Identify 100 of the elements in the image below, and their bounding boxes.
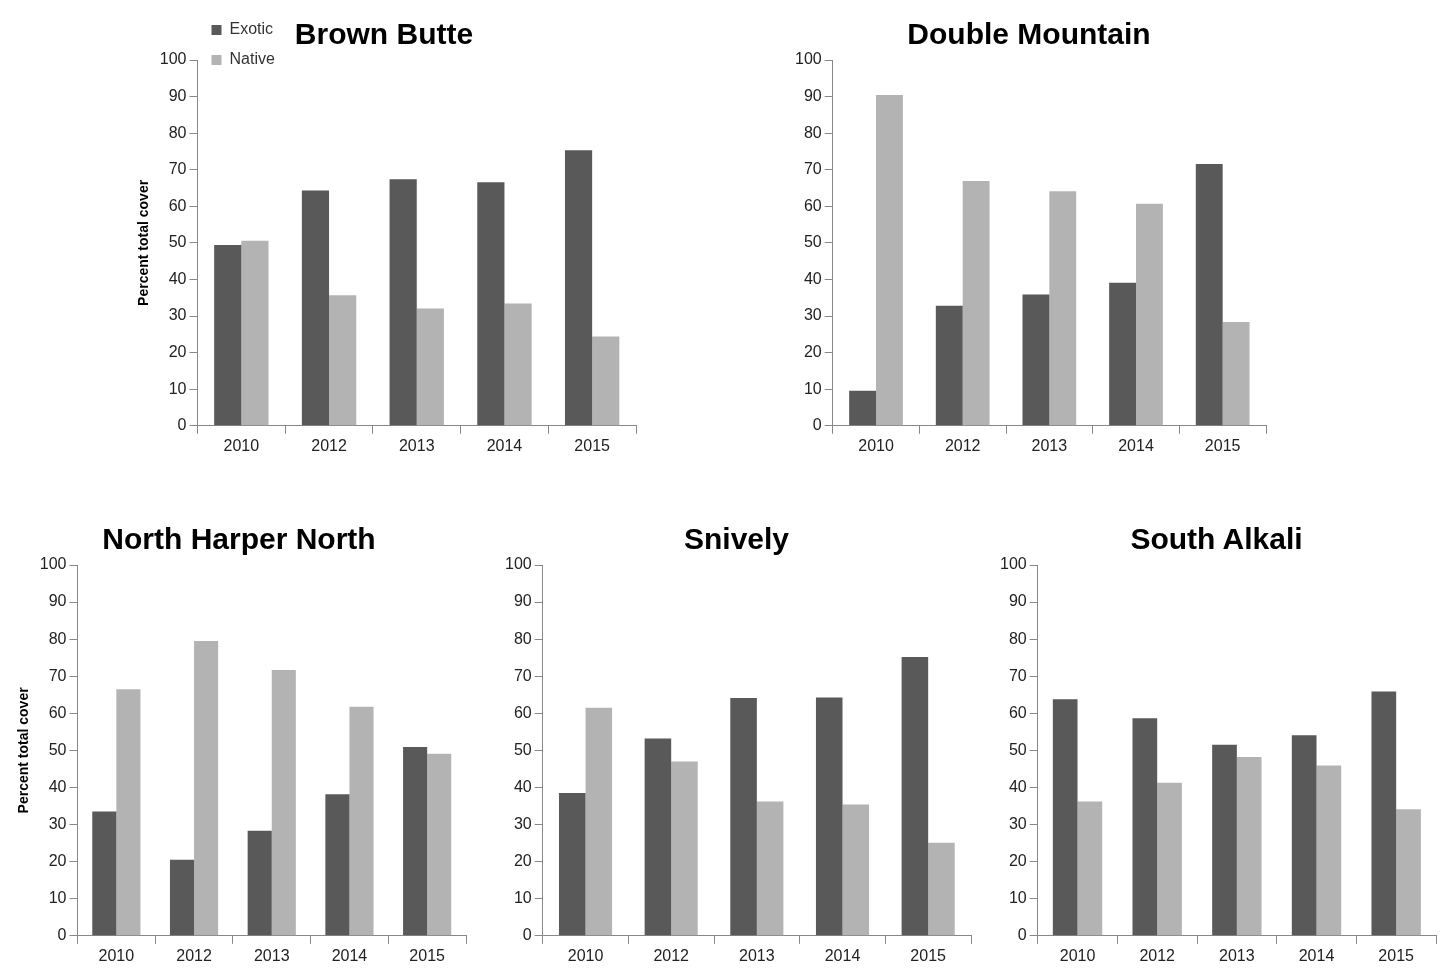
y-tick-label: 20: [803, 343, 822, 361]
bar: [1022, 294, 1050, 426]
y-tick-label: 100: [39, 555, 67, 573]
chart-title: Double Mountain: [907, 17, 1151, 51]
bar: [329, 295, 357, 426]
legend-label: Native: [229, 50, 275, 68]
y-tick-label: 80: [1008, 629, 1027, 647]
x-tick-label: 2014: [1298, 946, 1335, 964]
x-tick-label: 2012: [176, 946, 212, 964]
bar: [416, 308, 444, 426]
bar: [1049, 191, 1077, 426]
bar: [558, 793, 586, 936]
chart-title: Brown Butte: [294, 17, 474, 51]
bar: [427, 753, 452, 936]
y-tick-label: 30: [48, 814, 67, 832]
y-tick-label: 90: [513, 592, 532, 610]
y-tick-label: 80: [513, 629, 532, 647]
bar: [1136, 203, 1163, 426]
bar: [194, 641, 219, 936]
bar: [389, 179, 417, 426]
y-tick-label: 10: [803, 379, 822, 397]
bar: [1157, 782, 1182, 936]
y-axis-title: Percent total cover: [135, 179, 152, 306]
y-tick-label: 40: [168, 269, 187, 287]
bar: [1109, 282, 1137, 426]
y-tick-label: 60: [48, 703, 67, 721]
x-tick-label: 2012: [1139, 946, 1176, 964]
bar: [1132, 718, 1158, 936]
y-tick-label: 40: [513, 777, 532, 795]
x-tick-label: 2010: [858, 436, 894, 454]
y-tick-label: 0: [1017, 926, 1027, 944]
x-tick-label: 2014: [331, 946, 368, 964]
y-tick-label: 30: [168, 306, 187, 324]
y-tick-label: 30: [803, 306, 822, 324]
bar: [1236, 757, 1262, 936]
bar: [247, 830, 272, 936]
x-tick-label: 2012: [944, 436, 981, 454]
y-tick-label: 90: [48, 592, 67, 610]
bar: [1195, 163, 1223, 426]
bar: [901, 656, 929, 936]
y-tick-label: 70: [513, 666, 532, 684]
y-tick-label: 80: [48, 629, 67, 647]
bar: [730, 698, 757, 936]
bar: [1396, 809, 1421, 936]
x-tick-label: 2014: [1118, 436, 1154, 454]
x-tick-label: 2014: [824, 946, 861, 964]
bar: [116, 689, 141, 936]
bar: [1222, 321, 1250, 426]
bar: [1077, 801, 1103, 936]
y-tick-label: 100: [504, 555, 532, 573]
bar: [842, 804, 870, 936]
bar: [935, 305, 963, 426]
y-tick-label: 70: [803, 160, 822, 178]
y-tick-label: 80: [803, 123, 822, 141]
x-tick-label: 2010: [223, 436, 260, 454]
bar: [169, 859, 195, 936]
y-tick-label: 10: [513, 889, 532, 907]
bar: [271, 669, 296, 936]
bar: [815, 697, 843, 936]
y-tick-label: 40: [803, 269, 822, 287]
x-tick-label: 2013: [398, 436, 435, 454]
x-tick-label: 2015: [1204, 436, 1241, 454]
bar: [671, 761, 698, 936]
y-tick-label: 60: [803, 196, 822, 214]
y-tick-label: 40: [48, 777, 67, 795]
x-tick-label: 2013: [253, 946, 290, 964]
bar: [301, 190, 330, 426]
x-tick-label: 2015: [1378, 946, 1415, 964]
y-tick-label: 0: [57, 926, 67, 944]
x-tick-label: 2012: [311, 436, 347, 454]
y-tick-label: 50: [1008, 740, 1027, 758]
x-tick-label: 2013: [1219, 946, 1255, 964]
legend-label: Exotic: [229, 20, 274, 38]
y-tick-label: 50: [48, 740, 67, 758]
bar: [564, 150, 593, 426]
y-tick-label: 30: [1008, 814, 1027, 832]
bar: [928, 842, 955, 936]
chart-title: South Alkali: [1130, 522, 1303, 556]
x-tick-label: 2015: [574, 436, 611, 454]
y-tick-label: 50: [803, 233, 822, 251]
y-tick-label: 100: [159, 50, 187, 68]
bar: [585, 707, 613, 936]
y-tick-label: 0: [812, 416, 822, 434]
y-tick-label: 10: [168, 379, 187, 397]
y-tick-label: 90: [168, 86, 187, 104]
bar: [849, 390, 877, 426]
bar: [403, 747, 428, 936]
bar: [756, 801, 784, 936]
y-tick-label: 40: [1008, 777, 1027, 795]
y-tick-label: 20: [513, 852, 532, 870]
x-tick-label: 2015: [409, 946, 446, 964]
bar: [644, 738, 672, 936]
y-tick-label: 80: [168, 123, 187, 141]
y-tick-label: 70: [168, 160, 187, 178]
bar: [241, 240, 269, 426]
y-tick-label: 10: [1008, 889, 1027, 907]
bar: [1212, 744, 1237, 936]
bar: [1371, 691, 1397, 936]
bar: [876, 95, 903, 426]
y-tick-label: 0: [177, 416, 187, 434]
